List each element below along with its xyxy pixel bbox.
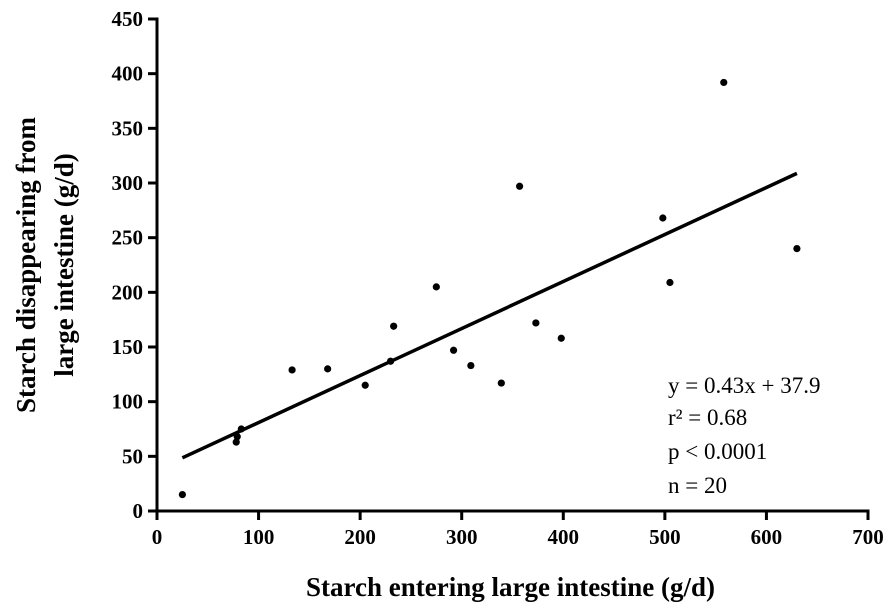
data-point (178, 491, 186, 499)
y-tick-label: 100 (112, 390, 144, 414)
data-point (720, 78, 728, 87)
y-tick-label: 150 (112, 335, 144, 359)
data-point (237, 425, 245, 433)
data-point (557, 334, 565, 342)
y-tick-label: 350 (112, 116, 144, 140)
regression-line (181, 171, 798, 460)
y-tick-label: 0 (133, 499, 144, 523)
x-tick-label: 400 (548, 525, 580, 549)
y-axis-title-line-2: large intestine (g/d) (49, 153, 79, 376)
data-point (432, 283, 440, 291)
data-points (178, 78, 801, 499)
tick-labels: 0 100 200 300 400 500 600 700 0 50 100 150 200 250 300… (112, 7, 884, 549)
regression-stats: y = 0.43x + 37.9 r² = 0.68 p < 0.0001 n … (668, 373, 820, 498)
data-point (449, 346, 458, 354)
x-axis-title: Starch entering large intestine (g/d) (306, 572, 715, 602)
x-tick-label: 600 (751, 525, 783, 549)
data-point (233, 433, 241, 441)
x-tick-label: 200 (344, 525, 376, 549)
data-point (467, 361, 475, 370)
y-tick-label: 400 (112, 62, 144, 86)
y-tick-label: 250 (112, 226, 144, 250)
data-point (793, 245, 801, 253)
data-point (361, 381, 369, 389)
x-tick-label: 0 (152, 525, 163, 549)
data-point (387, 357, 395, 365)
data-point (666, 278, 674, 287)
data-point (516, 182, 524, 190)
sample-size: n = 20 (668, 473, 727, 498)
data-point (390, 322, 398, 330)
x-tick-label: 100 (243, 525, 275, 549)
regression-equation: y = 0.43x + 37.9 (668, 373, 820, 398)
y-tick-label: 50 (122, 444, 143, 468)
x-tick-label: 700 (852, 525, 884, 549)
y-axis-title: Starch disappearing from large intestine… (11, 116, 79, 413)
r-squared: r² = 0.68 (668, 405, 747, 430)
p-value: p < 0.0001 (668, 439, 767, 464)
data-point (497, 379, 505, 387)
data-point (232, 438, 240, 446)
y-axis-title-line-1: Starch disappearing from (11, 116, 41, 413)
y-tick-label: 450 (112, 7, 144, 31)
y-tick-label: 300 (112, 171, 144, 195)
x-tick-label: 300 (446, 525, 478, 549)
data-point (659, 214, 667, 222)
data-point (532, 319, 540, 327)
y-tick-label: 200 (112, 280, 144, 304)
x-tick-label: 500 (649, 525, 681, 549)
data-point (288, 366, 296, 374)
data-point (324, 365, 332, 373)
